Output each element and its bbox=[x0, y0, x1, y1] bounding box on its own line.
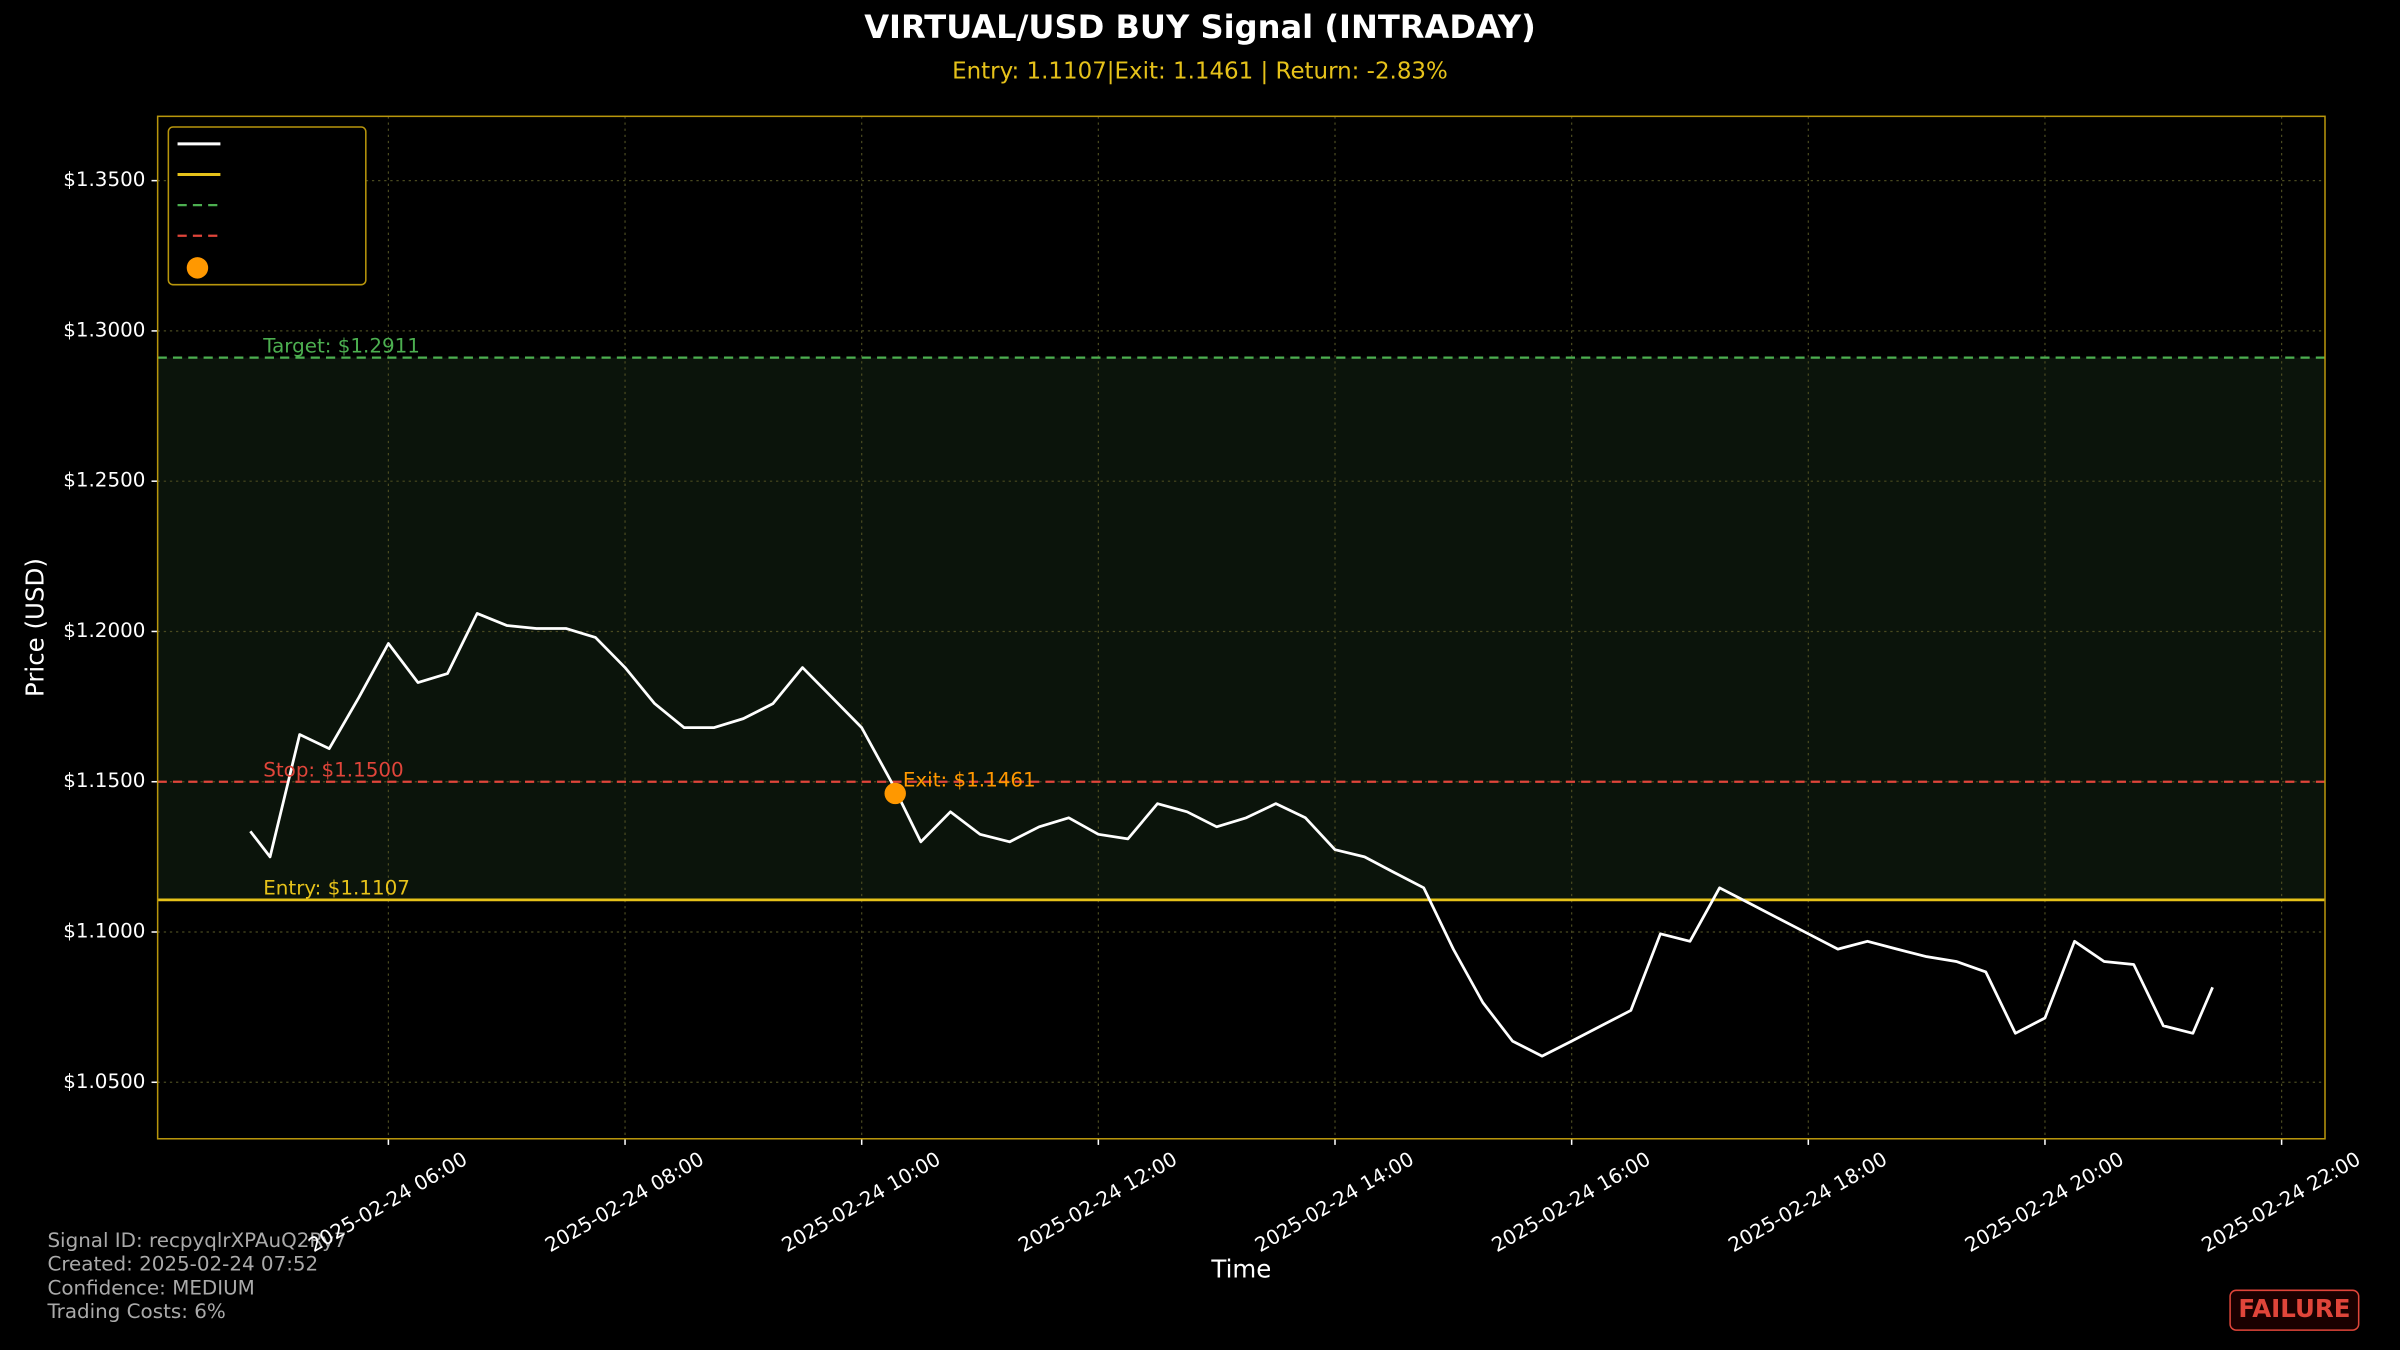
status-badge: FAILURE bbox=[2238, 1294, 2350, 1323]
price-line bbox=[249, 612, 2214, 1058]
y-tick-label: $1.1000 bbox=[63, 920, 145, 943]
level-label: Entry: $1.1107 bbox=[263, 877, 410, 900]
exit-marker bbox=[884, 782, 906, 805]
plot-frame bbox=[156, 115, 2326, 1140]
chart-title: VIRTUAL/USD BUY Signal (INTRADAY) bbox=[864, 8, 1536, 46]
y-tick-label: $1.3000 bbox=[63, 318, 145, 341]
info-line: Confidence: MEDIUM bbox=[47, 1276, 254, 1299]
info-line: Trading Costs: 6% bbox=[46, 1300, 225, 1323]
status-badge-box bbox=[2229, 1289, 2360, 1331]
chart-subtitle: Entry: 1.1107|Exit: 1.1461 | Return: -2.… bbox=[952, 58, 1448, 84]
info-line: Signal ID: recpyqlrXPAuQ2Ry7 bbox=[47, 1229, 346, 1252]
y-tick-label: $1.3500 bbox=[63, 168, 145, 191]
info-line: Created: 2025-02-24 07:52 bbox=[47, 1253, 318, 1276]
y-tick-label: $1.0500 bbox=[63, 1070, 145, 1093]
level-label: Target: $1.2911 bbox=[262, 334, 420, 357]
profit-zone bbox=[157, 357, 2325, 900]
y-tick-label: $1.1500 bbox=[63, 769, 145, 792]
legend-box bbox=[167, 126, 367, 286]
y-tick-label: $1.2500 bbox=[63, 469, 145, 492]
legend-symbol bbox=[186, 257, 209, 279]
legend bbox=[167, 126, 367, 286]
x-axis-label: Time bbox=[1210, 1254, 1271, 1283]
plot-area bbox=[151, 116, 2325, 1145]
y-axis-label: Price (USD) bbox=[21, 558, 50, 697]
exit-label: Exit: $1.1461 bbox=[903, 769, 1036, 792]
y-tick-label: $1.2000 bbox=[63, 619, 145, 642]
level-label: Stop: $1.1500 bbox=[263, 759, 403, 782]
